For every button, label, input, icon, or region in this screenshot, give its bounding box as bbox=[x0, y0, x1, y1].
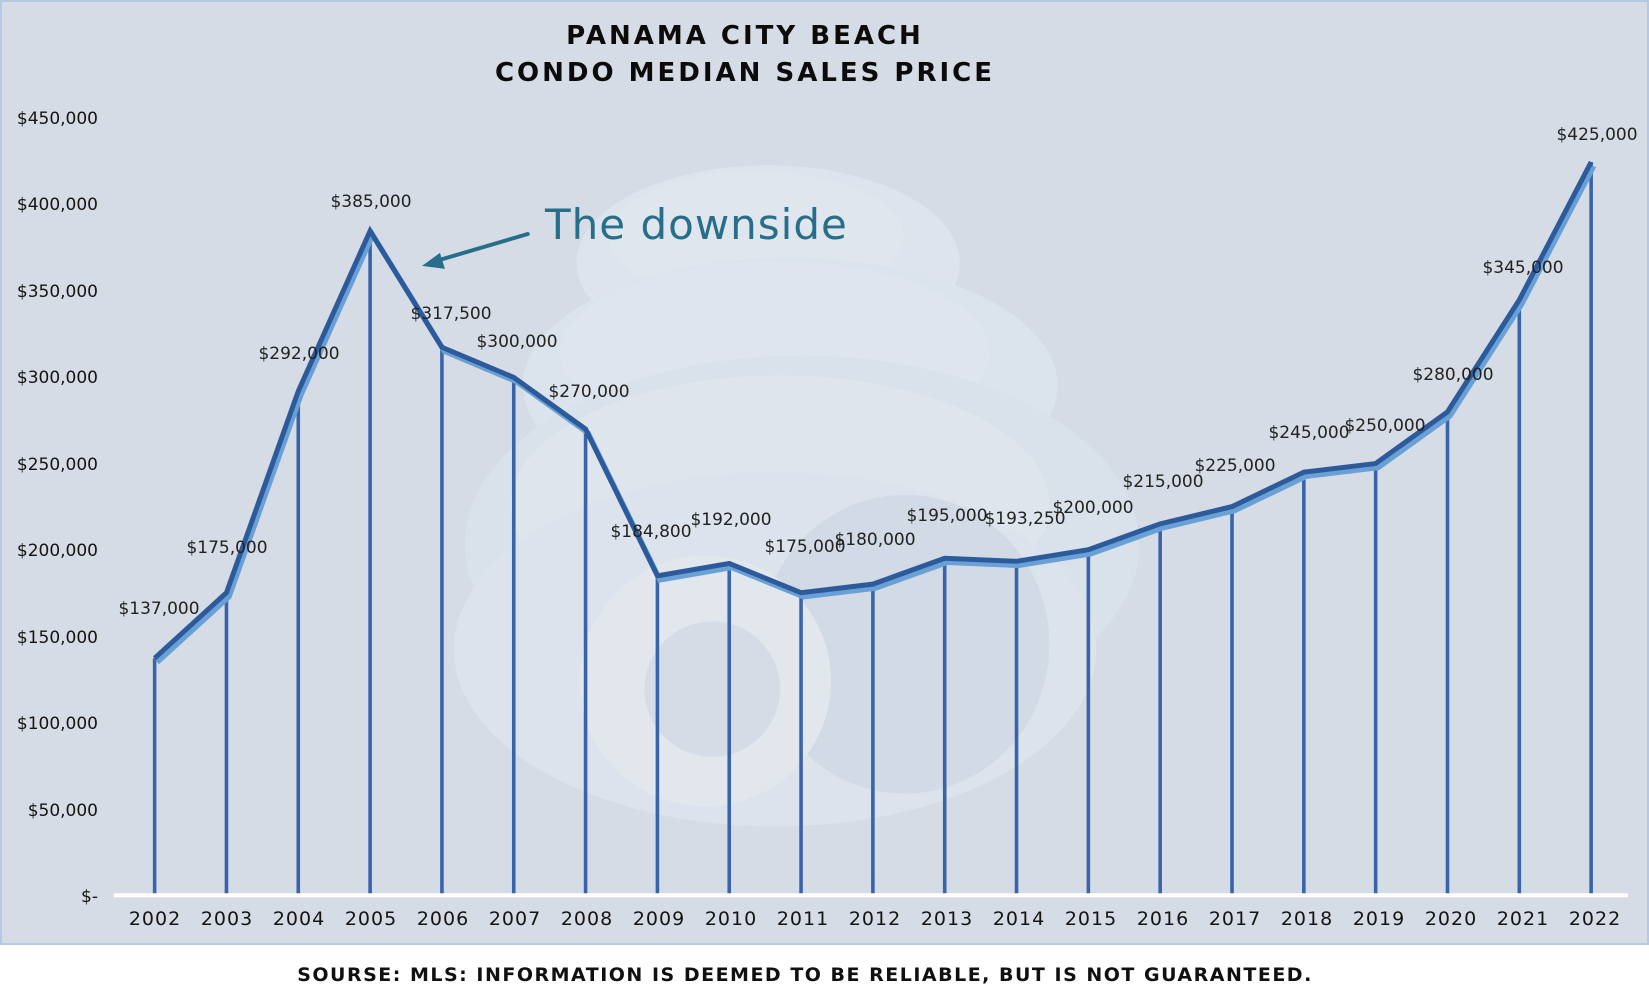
point-label-2004: $292,000 bbox=[258, 343, 340, 364]
y-tick-350000: $350,000 bbox=[16, 281, 98, 302]
chart-title-line2: CONDO MEDIAN SALES PRICE bbox=[494, 58, 996, 88]
x-tick-2005: 2005 bbox=[344, 908, 398, 930]
y-tick-50000: $50,000 bbox=[27, 800, 98, 821]
y-tick-0: $- bbox=[81, 887, 98, 907]
annotation-arrow-icon bbox=[421, 232, 530, 269]
point-label-2014: $193,250 bbox=[984, 508, 1066, 529]
y-tick-200000: $200,000 bbox=[16, 541, 98, 561]
x-tick-2021: 2021 bbox=[1496, 908, 1550, 930]
point-label-2018: $245,000 bbox=[1268, 423, 1350, 444]
x-tick-2015: 2015 bbox=[1064, 908, 1118, 930]
x-tick-2022: 2022 bbox=[1568, 908, 1622, 930]
point-label-2008: $270,000 bbox=[548, 381, 630, 402]
point-label-2015: $200,000 bbox=[1052, 498, 1134, 518]
point-label-2007: $300,000 bbox=[476, 332, 558, 352]
point-label-2013: $195,000 bbox=[906, 505, 988, 526]
annotation-text: The downside bbox=[545, 200, 848, 249]
point-label-2011: $175,000 bbox=[764, 537, 846, 558]
x-tick-2011: 2011 bbox=[776, 908, 830, 930]
y-tick-250000: $250,000 bbox=[16, 454, 98, 475]
point-label-2022: $425,000 bbox=[1556, 124, 1638, 145]
x-tick-2019: 2019 bbox=[1352, 908, 1406, 930]
chart-panel: PANAMA CITY BEACH CONDO MEDIAN SALES PRI… bbox=[0, 0, 1649, 945]
x-tick-2014: 2014 bbox=[992, 908, 1046, 930]
point-label-2016: $215,000 bbox=[1122, 472, 1204, 493]
plot-area bbox=[113, 160, 1629, 898]
x-tick-2016: 2016 bbox=[1136, 908, 1190, 930]
price-line-series bbox=[152, 160, 1597, 665]
x-tick-2002: 2002 bbox=[128, 908, 182, 930]
seashell-watermark-icon bbox=[453, 165, 1140, 827]
x-tick-2007: 2007 bbox=[488, 908, 542, 930]
x-tick-2004: 2004 bbox=[272, 908, 326, 930]
x-tick-2012: 2012 bbox=[848, 908, 902, 930]
point-label-2021: $345,000 bbox=[1482, 258, 1564, 279]
y-tick-450000: $450,000 bbox=[16, 108, 98, 129]
point-label-2012: $180,000 bbox=[834, 529, 916, 550]
price-line-dark bbox=[152, 160, 1594, 661]
point-label-2019: $250,000 bbox=[1344, 415, 1426, 436]
x-tick-2018: 2018 bbox=[1280, 908, 1334, 930]
y-tick-100000: $100,000 bbox=[16, 714, 98, 734]
point-label-2010: $192,000 bbox=[690, 509, 772, 530]
point-label-2003: $175,000 bbox=[186, 538, 268, 559]
x-tick-2013: 2013 bbox=[920, 908, 974, 930]
point-label-2017: $225,000 bbox=[1194, 455, 1276, 476]
y-tick-400000: $400,000 bbox=[16, 195, 98, 215]
point-label-2020: $280,000 bbox=[1412, 364, 1494, 385]
x-tick-2006: 2006 bbox=[416, 908, 470, 930]
x-tick-2010: 2010 bbox=[704, 908, 758, 930]
chart-title-line1: PANAMA CITY BEACH bbox=[566, 21, 924, 51]
x-tick-2020: 2020 bbox=[1424, 908, 1478, 930]
drop-lines bbox=[152, 162, 1593, 896]
chart-title: PANAMA CITY BEACH CONDO MEDIAN SALES PRI… bbox=[2, 18, 1488, 92]
y-tick-300000: $300,000 bbox=[16, 368, 98, 388]
x-tick-2003: 2003 bbox=[200, 908, 254, 930]
point-label-2005: $385,000 bbox=[330, 191, 412, 212]
point-label-2006: $317,500 bbox=[410, 303, 492, 324]
x-tick-2009: 2009 bbox=[632, 908, 686, 930]
source-note: SOURSE: MLS: INFORMATION IS DEEMED TO BE… bbox=[297, 964, 1313, 986]
x-tick-2008: 2008 bbox=[560, 908, 614, 930]
point-label-2009: $184,800 bbox=[610, 522, 692, 543]
point-label-2002: $137,000 bbox=[118, 598, 200, 619]
x-tick-2017: 2017 bbox=[1208, 908, 1262, 930]
y-tick-150000: $150,000 bbox=[16, 627, 98, 648]
